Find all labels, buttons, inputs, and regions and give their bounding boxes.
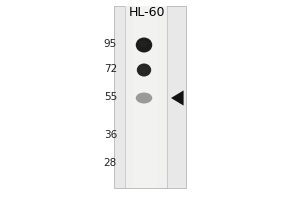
Text: 55: 55 <box>104 92 117 102</box>
Text: 95: 95 <box>104 39 117 49</box>
Ellipse shape <box>136 38 152 52</box>
Ellipse shape <box>137 64 151 76</box>
Text: HL-60: HL-60 <box>129 6 165 20</box>
Bar <box>124 6 167 188</box>
Ellipse shape <box>139 66 147 72</box>
Ellipse shape <box>139 40 148 47</box>
Text: 72: 72 <box>104 64 117 74</box>
Bar <box>133 6 158 188</box>
Text: 28: 28 <box>104 158 117 168</box>
Bar <box>114 6 186 188</box>
Ellipse shape <box>136 92 152 104</box>
Polygon shape <box>171 90 184 106</box>
Text: 36: 36 <box>104 130 117 140</box>
